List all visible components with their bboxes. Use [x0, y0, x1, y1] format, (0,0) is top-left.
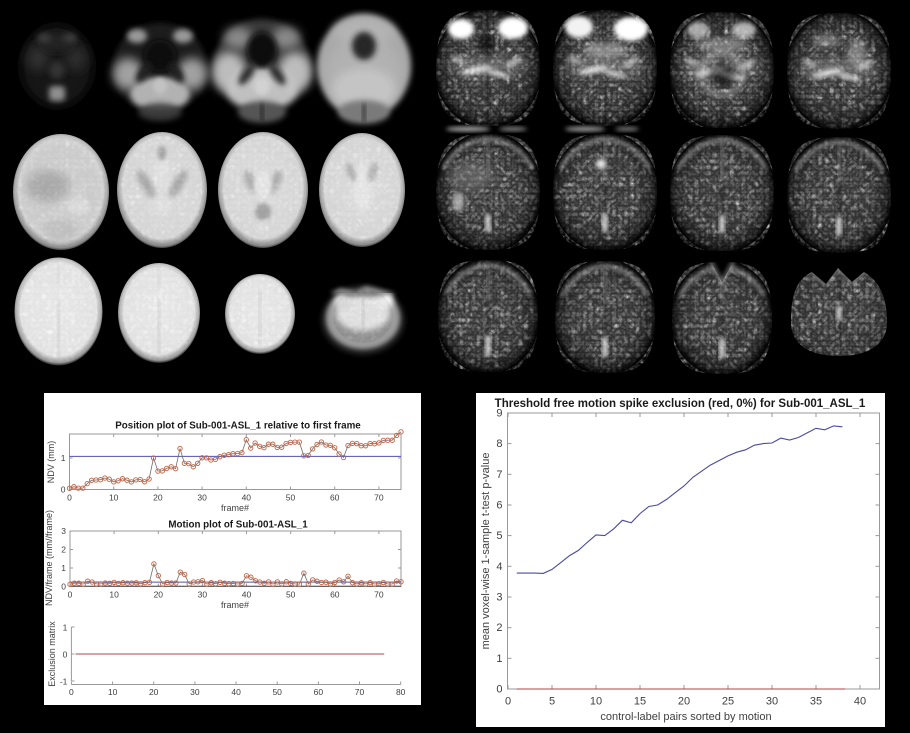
svg-text:frame#: frame# — [221, 600, 249, 610]
svg-text:1: 1 — [61, 453, 66, 463]
svg-text:0: 0 — [61, 485, 66, 495]
svg-text:40: 40 — [242, 493, 252, 503]
svg-text:30: 30 — [197, 493, 207, 503]
svg-text:6: 6 — [496, 500, 502, 512]
svg-text:0: 0 — [61, 582, 66, 592]
svg-text:20: 20 — [678, 696, 690, 708]
svg-text:10: 10 — [590, 696, 602, 708]
svg-text:Position plot of Sub-001-ASL_1: Position plot of Sub-001-ASL_1 relative … — [115, 421, 361, 432]
svg-text:control-label pairs sorted by: control-label pairs sorted by motion — [600, 711, 771, 723]
svg-text:3: 3 — [61, 526, 66, 536]
svg-text:0: 0 — [69, 687, 74, 697]
svg-text:Exclusion matrix: Exclusion matrix — [47, 621, 57, 687]
svg-text:NDV (mm): NDV (mm) — [46, 441, 56, 484]
svg-text:8: 8 — [496, 438, 502, 450]
svg-text:30: 30 — [190, 687, 200, 697]
svg-text:0: 0 — [68, 590, 73, 600]
svg-text:40: 40 — [242, 590, 252, 600]
svg-text:10: 10 — [108, 687, 118, 697]
svg-text:60: 60 — [330, 493, 340, 503]
svg-text:80: 80 — [396, 687, 406, 697]
svg-text:10: 10 — [109, 590, 119, 600]
svg-text:30: 30 — [198, 590, 208, 600]
svg-text:3: 3 — [496, 592, 502, 604]
svg-text:50: 50 — [286, 590, 296, 600]
svg-text:2: 2 — [61, 545, 66, 555]
svg-text:1: 1 — [61, 563, 66, 573]
svg-text:2: 2 — [496, 622, 502, 634]
svg-text:30: 30 — [766, 696, 778, 708]
svg-text:frame#: frame# — [221, 503, 249, 513]
svg-text:4: 4 — [496, 561, 502, 573]
svg-text:20: 20 — [153, 493, 163, 503]
svg-text:NDV/frame (mm//frame): NDV/frame (mm//frame) — [44, 510, 54, 606]
svg-text:25: 25 — [722, 696, 734, 708]
svg-text:0: 0 — [505, 696, 511, 708]
svg-text:50: 50 — [272, 687, 282, 697]
svg-text:70: 70 — [374, 590, 384, 600]
svg-text:9: 9 — [496, 408, 502, 420]
svg-text:0: 0 — [67, 493, 72, 503]
svg-text:-1: -1 — [60, 677, 68, 687]
svg-text:0: 0 — [496, 684, 502, 696]
svg-text:0: 0 — [63, 650, 68, 660]
svg-text:5: 5 — [549, 696, 555, 708]
svg-text:50: 50 — [286, 493, 296, 503]
svg-text:7: 7 — [496, 469, 502, 481]
svg-text:1: 1 — [496, 653, 502, 665]
svg-text:20: 20 — [154, 590, 164, 600]
svg-text:60: 60 — [330, 590, 340, 600]
svg-text:70: 70 — [355, 687, 365, 697]
svg-text:40: 40 — [854, 696, 866, 708]
svg-text:1: 1 — [63, 623, 68, 633]
svg-text:20: 20 — [149, 687, 159, 697]
svg-text:mean voxel-wise 1-sample t-tes: mean voxel-wise 1-sample t-test p-value — [480, 453, 492, 650]
svg-text:40: 40 — [231, 687, 241, 697]
svg-text:15: 15 — [634, 696, 646, 708]
svg-text:35: 35 — [810, 696, 822, 708]
svg-text:Motion plot of Sub-001-ASL_1: Motion plot of Sub-001-ASL_1 — [168, 520, 308, 531]
svg-text:5: 5 — [496, 530, 502, 542]
svg-text:60: 60 — [314, 687, 324, 697]
svg-text:Threshold free motion spike ex: Threshold free motion spike exclusion (r… — [495, 398, 866, 410]
svg-text:10: 10 — [109, 493, 119, 503]
svg-text:70: 70 — [374, 493, 384, 503]
